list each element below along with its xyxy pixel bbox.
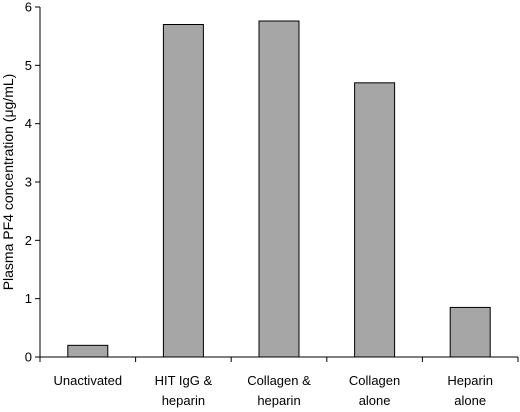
x-tick-label: Unactivated [53,373,122,388]
x-tick-label: HIT IgG & heparin [155,373,213,408]
x-ticks-group: Unactivated HIT IgG & heparin Collagen & hep… [39,357,519,408]
bar [258,20,300,358]
y-ticks-group: 0 1 2 3 4 5 6 [25,0,40,365]
x-tick-label: Collagen alone [349,373,400,408]
y-axis-title: Plasma PF4 concentration (μg/mL) [0,74,16,291]
y-tick-label: 2 [25,233,32,248]
y-tick-label: 3 [25,175,32,190]
y-tick-label: 6 [25,0,32,15]
bar [162,24,204,358]
y-tick-label: 4 [25,116,32,131]
y-tick-label: 0 [25,350,32,365]
y-tick-label: 1 [25,291,32,306]
bar [449,306,491,358]
x-tick-label: Heparin alone [447,373,493,408]
bars-group [67,20,491,358]
bar [354,82,396,358]
y-tick-label: 5 [25,58,32,73]
bar [67,344,109,358]
x-tick-label: Collagen & heparin [247,373,311,408]
